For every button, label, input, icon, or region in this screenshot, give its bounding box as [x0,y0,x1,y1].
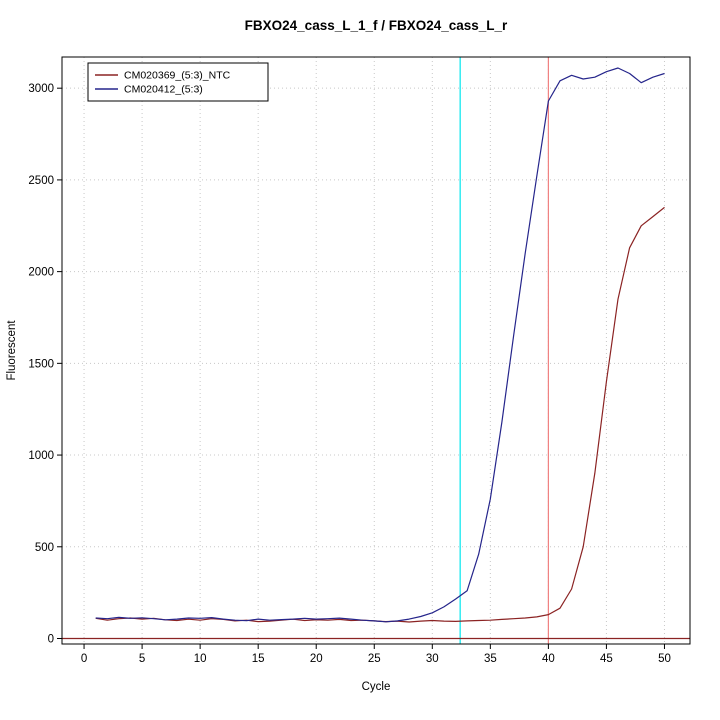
legend-label: CM020412_(5:3) [124,84,203,96]
legend-label: CM020369_(5:3)_NTC [124,70,231,82]
x-tick-label: 20 [310,653,323,665]
x-tick-label: 10 [194,653,207,665]
y-tick-label: 3000 [28,83,54,95]
x-tick-label: 50 [658,653,671,665]
chart-title: FBXO24_cass_L_1_f / FBXO24_cass_L_r [245,18,508,33]
x-axis-label: Cycle [362,681,391,693]
series-line-CM020412_(5:3) [95,67,665,623]
x-tick-label: 25 [368,653,381,665]
x-tick-label: 45 [600,653,613,665]
x-tick-label: 5 [139,653,145,665]
y-tick-label: 2000 [28,267,54,279]
x-tick-label: 0 [81,653,87,665]
plot-border [61,56,691,645]
y-tick-label: 1500 [28,358,54,370]
y-axis-label: Fluorescent [6,320,18,381]
y-tick-label: 2500 [28,175,54,187]
x-tick-label: 35 [484,653,497,665]
y-tick-label: 1000 [28,450,54,462]
x-tick-label: 15 [252,653,265,665]
series-line-CM020369_(5:3)_NTC [95,206,665,623]
x-tick-label: 30 [426,653,439,665]
x-tick-label: 40 [542,653,555,665]
y-tick-label: 0 [48,633,54,645]
legend-box [87,62,269,102]
y-tick-label: 500 [35,542,54,554]
legend: CM020369_(5:3)_NTC CM020412_(5:3) [87,62,269,102]
